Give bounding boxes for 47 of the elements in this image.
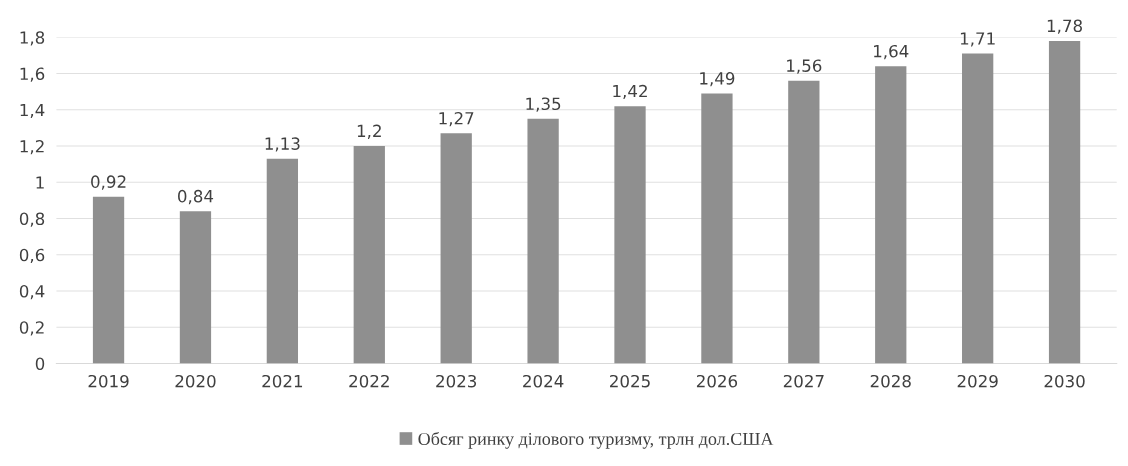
bar: [962, 53, 994, 364]
y-tick-label: 0,6: [19, 248, 45, 264]
bar: [788, 80, 820, 364]
y-tick-label: 1,8: [20, 31, 45, 46]
x-tick-label: 2023: [436, 374, 477, 388]
y-tick-label: 0,8: [19, 212, 45, 227]
x-tick-label: 2020: [175, 374, 216, 388]
data-label: 1,27: [439, 111, 474, 127]
x-tick-label: 2027: [783, 374, 824, 388]
bar: [1048, 40, 1081, 364]
bar: [527, 118, 559, 364]
data-label: 1,78: [1047, 19, 1082, 34]
x-tick-label: 2029: [957, 374, 998, 388]
bar: [875, 66, 907, 364]
x-tick-label: 2026: [696, 374, 738, 388]
x-tick-label: 2024: [523, 374, 564, 388]
y-tick-label: 1,6: [20, 67, 45, 82]
x-tick-label: 2021: [262, 374, 303, 388]
data-label: 0,92: [91, 175, 126, 190]
data-label: 1,13: [265, 137, 300, 152]
bar: [353, 146, 385, 364]
bar: [440, 133, 472, 364]
y-tick-label: 1,2: [20, 139, 44, 155]
bar: [179, 211, 212, 364]
bar: [266, 158, 299, 364]
y-tick-label: 0,4: [19, 284, 45, 300]
data-label: 1,71: [960, 32, 995, 47]
legend-label: Обсяг ринку ділового туризму, трлн дол.США: [418, 431, 774, 449]
data-label: 1,56: [787, 59, 822, 74]
data-label: 1,35: [526, 97, 561, 112]
y-tick-label: 0: [35, 357, 45, 371]
x-tick-label: 2019: [88, 374, 129, 388]
data-label: 1,2: [357, 124, 381, 139]
y-tick-label: 1,4: [20, 103, 45, 119]
data-label: 1,49: [700, 72, 735, 87]
x-tick-label: 2022: [349, 374, 389, 388]
data-label: 1,64: [874, 44, 909, 60]
bar: [701, 93, 733, 364]
x-tick-label: 2025: [610, 374, 650, 388]
y-tick-label: 0,2: [19, 321, 44, 336]
y-tick-label: 1: [36, 176, 44, 189]
x-tick-label: 2028: [870, 374, 911, 388]
data-label: 0,84: [178, 189, 214, 205]
bar: [614, 106, 646, 364]
bar: [92, 196, 125, 364]
data-label: 1,42: [613, 84, 647, 100]
x-tick-label: 2030: [1044, 374, 1085, 388]
